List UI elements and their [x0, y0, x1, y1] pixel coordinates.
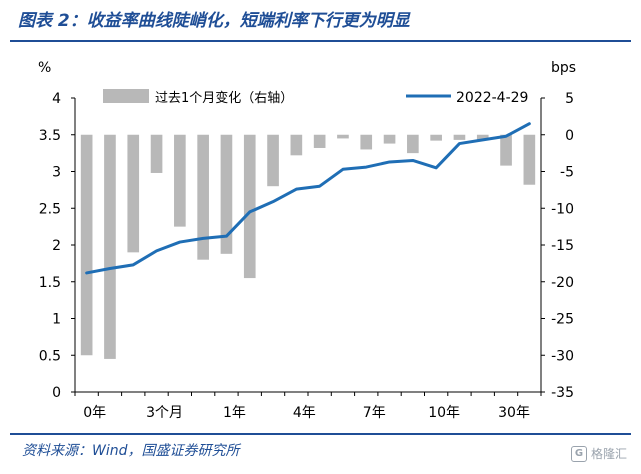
- x-tick-label: 30年: [498, 405, 530, 421]
- left-tick-label: 4: [52, 91, 61, 107]
- legend-line-label: 2022-4-29: [456, 90, 528, 106]
- bar: [104, 134, 116, 359]
- bar-series: [80, 134, 536, 359]
- left-tick-label: 2.5: [39, 201, 61, 217]
- bar: [453, 134, 466, 140]
- bar: [127, 134, 140, 253]
- bar: [313, 134, 326, 148]
- bar: [150, 134, 163, 173]
- right-tick-label: -20: [551, 275, 574, 291]
- bar: [243, 134, 256, 279]
- series-line: [85, 122, 531, 275]
- bar: [383, 134, 396, 144]
- x-tick-label: 3个月: [146, 405, 183, 421]
- bar: [197, 134, 209, 260]
- right-tick-label: -5: [560, 165, 574, 181]
- right-tick-label: -25: [551, 312, 574, 328]
- x-tick-label: 4年: [293, 405, 316, 421]
- source-note: 资料来源：Wind，国盛证券研究所: [22, 443, 240, 459]
- right-tick-label: -10: [551, 201, 574, 217]
- left-tick-label: 3.5: [39, 128, 61, 144]
- line-series: [85, 122, 531, 275]
- bar: [476, 134, 489, 140]
- footer-rule: [10, 433, 631, 435]
- bar: [337, 134, 349, 139]
- legend: 过去1个月变化（右轴） 2022-4-29: [103, 89, 528, 106]
- bar: [430, 134, 442, 141]
- left-tick-label: 3: [52, 165, 61, 181]
- right-tick-label: -15: [551, 238, 574, 254]
- right-tick-label: 5: [565, 91, 574, 107]
- legend-bar-swatch: [103, 89, 149, 103]
- right-tick-label: -30: [551, 348, 574, 364]
- x-tick-label: 0年: [83, 405, 106, 421]
- left-axis-unit: %: [38, 60, 51, 76]
- bar: [500, 134, 512, 166]
- left-tick-label: 1: [52, 312, 61, 328]
- left-tick-label: 0: [52, 385, 61, 401]
- bar: [360, 134, 373, 150]
- left-tick-label: 2: [52, 238, 61, 254]
- watermark: G 格隆汇: [570, 445, 627, 462]
- x-tick-label: 10年: [428, 405, 460, 421]
- bar: [523, 134, 536, 185]
- bar: [267, 134, 279, 187]
- watermark-logo-icon: G: [570, 445, 587, 462]
- x-tick-label: 1年: [223, 405, 246, 421]
- bar: [290, 134, 303, 156]
- bar: [80, 134, 93, 356]
- bar: [220, 134, 233, 254]
- bar: [407, 134, 419, 154]
- right-axis-unit: bps: [551, 60, 576, 76]
- right-tick-label: -35: [551, 385, 574, 401]
- legend-bar-label: 过去1个月变化（右轴）: [155, 90, 293, 106]
- left-tick-label: 0.5: [39, 348, 61, 364]
- chart-axes: 0 0.5 1 1.5 2 2.5 3 3.5 4 5 0 -5 -10 -15 -20 -25 -30 -35%…: [38, 60, 576, 421]
- right-tick-label: 0: [565, 128, 574, 144]
- title-rule: [10, 40, 631, 42]
- watermark-text: 格隆汇: [590, 447, 627, 461]
- x-tick-label: 7年: [363, 405, 386, 421]
- left-tick-label: 1.5: [39, 275, 61, 291]
- figure-title: 图表 2：收益率曲线陡峭化，短端利率下行更为明显: [18, 11, 410, 31]
- bar: [174, 134, 186, 227]
